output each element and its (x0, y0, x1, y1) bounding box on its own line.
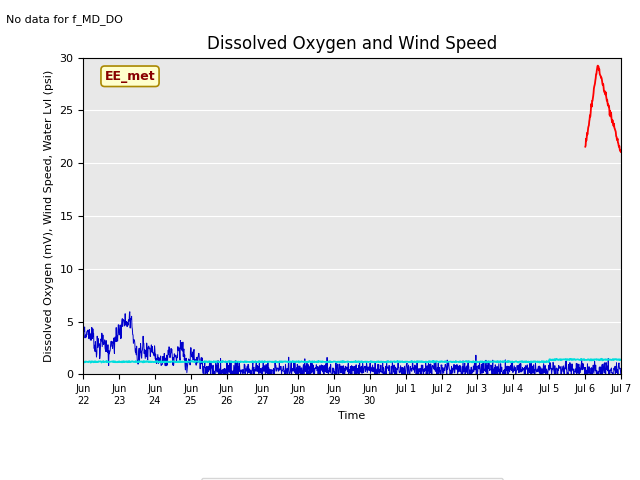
DisOxy (617, 149, 625, 155)
ws (386, 372, 394, 377)
DisOxy (603, 98, 611, 104)
ws (319, 363, 327, 369)
DisOxy (594, 63, 602, 69)
DisOxy (588, 98, 596, 104)
ws (202, 372, 209, 377)
WaterLevel (122, 359, 129, 364)
WaterLevel (308, 359, 316, 364)
DisOxy (600, 88, 608, 94)
Line: WaterLevel: WaterLevel (83, 359, 621, 363)
WaterLevel (79, 359, 87, 364)
ws (143, 344, 151, 350)
DisOxy (589, 90, 597, 96)
Line: ws: ws (83, 312, 621, 374)
ws (308, 360, 316, 366)
WaterLevel (617, 357, 625, 362)
ws (617, 372, 625, 377)
Text: No data for f_MD_DO: No data for f_MD_DO (6, 14, 124, 25)
WaterLevel (386, 359, 394, 365)
WaterLevel (143, 358, 151, 364)
X-axis label: Time: Time (339, 411, 365, 421)
Text: EE_met: EE_met (105, 70, 156, 83)
WaterLevel (598, 356, 605, 361)
DisOxy (582, 144, 589, 150)
DisOxy (616, 143, 623, 149)
ws (329, 365, 337, 371)
Line: DisOxy: DisOxy (586, 66, 621, 152)
Title: Dissolved Oxygen and Wind Speed: Dissolved Oxygen and Wind Speed (207, 35, 497, 53)
Y-axis label: Dissolved Oxygen (mV), Wind Speed, Water Lvl (psi): Dissolved Oxygen (mV), Wind Speed, Water… (44, 70, 54, 362)
WaterLevel (319, 359, 326, 364)
ws (126, 309, 134, 314)
WaterLevel (328, 359, 336, 365)
ws (121, 322, 129, 327)
ws (79, 332, 87, 337)
DisOxy (614, 141, 622, 146)
Legend: DisOxy, ws, WaterLevel: DisOxy, ws, WaterLevel (201, 478, 503, 480)
WaterLevel (87, 360, 95, 366)
